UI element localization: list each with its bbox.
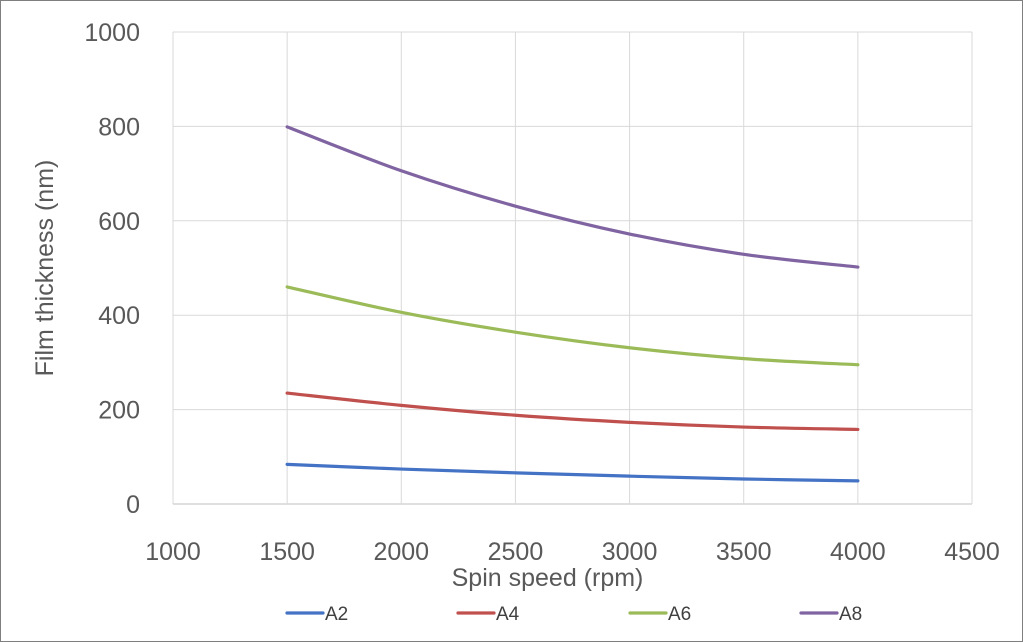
- y-tick-label: 200: [98, 397, 140, 425]
- x-tick-label: 3000: [602, 538, 658, 566]
- legend-label: A4: [496, 604, 520, 625]
- series-line-a6: [285, 285, 860, 367]
- legend-item-a4: A4: [456, 604, 520, 625]
- x-tick-label: 4000: [830, 538, 886, 566]
- legend-label: A2: [325, 604, 348, 625]
- legend-item-a2: A2: [285, 604, 348, 625]
- y-tick-label: 600: [98, 208, 140, 236]
- x-tick-label: 1000: [145, 538, 201, 566]
- legend-item-a6: A6: [628, 604, 691, 625]
- series-lines: [285, 125, 860, 483]
- gridlines: [172, 31, 973, 505]
- legend-label: A6: [668, 604, 691, 625]
- x-tick-label: 2500: [488, 538, 544, 566]
- series-line-a4: [285, 391, 860, 432]
- series-line-a2: [285, 462, 860, 483]
- legend: A2 A4 A6 A8: [285, 604, 862, 625]
- y-tick-label: 400: [98, 302, 140, 330]
- x-tick-label: 3500: [716, 538, 772, 566]
- y-tick-label: 800: [98, 113, 140, 141]
- legend-item-a8: A8: [799, 604, 862, 625]
- series-line-a8: [285, 125, 860, 269]
- x-axis-tick-labels: 1000 1500 2000 2500 3000 3500 4000 4500: [145, 538, 1000, 566]
- y-tick-label: 0: [126, 491, 140, 519]
- y-axis-tick-labels: 0 200 400 600 800 1000: [84, 19, 140, 519]
- y-tick-label: 1000: [84, 19, 140, 47]
- y-axis-title: Film thickness (nm): [31, 160, 59, 377]
- x-axis-title: Spin speed (rpm): [452, 564, 644, 592]
- x-tick-label: 1500: [259, 538, 315, 566]
- x-tick-label: 4500: [944, 538, 1000, 566]
- x-tick-label: 2000: [373, 538, 429, 566]
- legend-label: A8: [839, 604, 862, 625]
